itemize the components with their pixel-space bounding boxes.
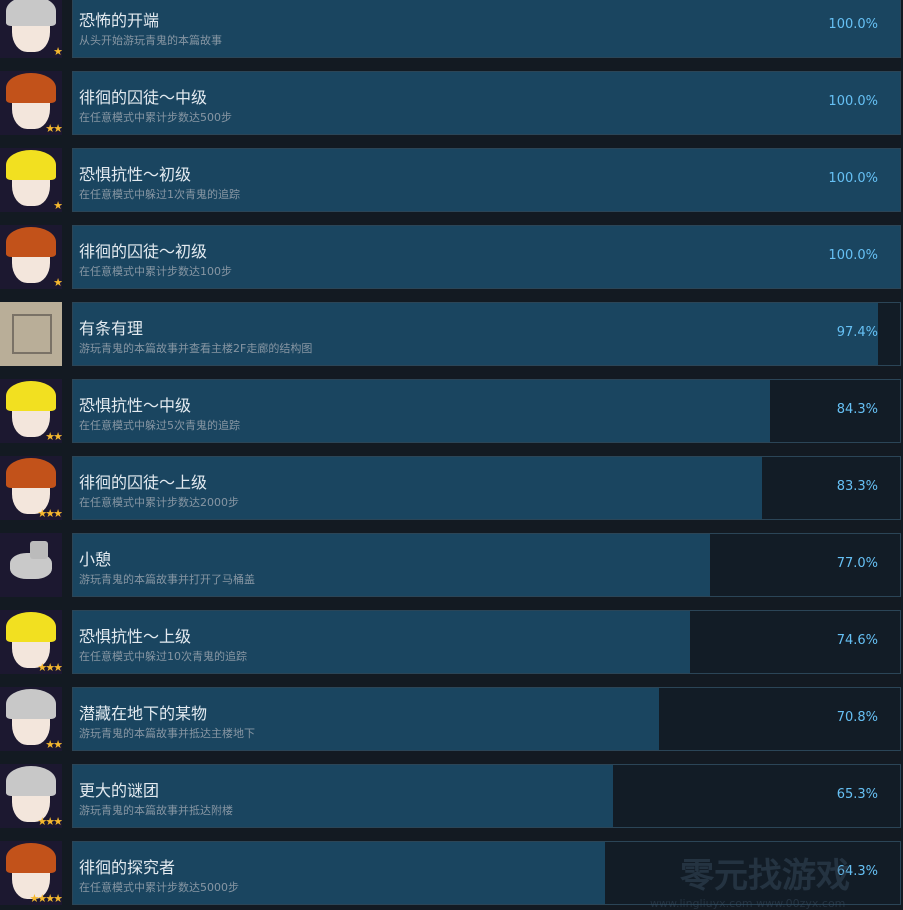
star-rating-icon: ★★ — [45, 122, 62, 135]
progress-bar: 更大的谜团 游玩青鬼的本篇故事并抵达附楼 65.3% — [72, 764, 901, 828]
achievement-row[interactable]: ★★★★ 徘徊的探究者 在任意模式中累计步数达5000步 64.3% — [0, 841, 903, 905]
progress-bar: 恐怖的开端 从头开始游玩青鬼的本篇故事 100.0% — [72, 0, 901, 58]
achievement-percent: 100.0% — [828, 17, 878, 32]
achievement-percent: 97.4% — [836, 325, 878, 340]
takeshi-portrait-icon: ★★★ — [0, 610, 62, 674]
takeshi-portrait-icon: ★ — [0, 148, 62, 212]
achievement-title: 徘徊的囚徒～中级 — [79, 88, 208, 107]
watermark-name: 零元找游戏 — [680, 856, 850, 896]
progress-bar: 有条有理 游玩青鬼的本篇故事并查看主楼2F走廊的结构图 97.4% — [72, 302, 901, 366]
takuro-portrait-icon: ★ — [0, 0, 62, 58]
achievement-description: 在任意模式中累计步数达100步 — [79, 265, 232, 278]
star-rating-icon: ★ — [53, 276, 62, 289]
achievement-description: 从头开始游玩青鬼的本篇故事 — [79, 34, 222, 47]
achievement-row[interactable]: ★★ 恐惧抗性～中级 在任意模式中躲过5次青鬼的追踪 84.3% — [0, 379, 903, 443]
achievement-description: 游玩青鬼的本篇故事并打开了马桶盖 — [79, 573, 255, 586]
star-rating-icon: ★★ — [45, 430, 62, 443]
mika-portrait-icon: ★★★ — [0, 456, 62, 520]
progress-bar: 小憩 游玩青鬼的本篇故事并打开了马桶盖 77.0% — [72, 533, 901, 597]
progress-bar: 徘徊的囚徒～上级 在任意模式中累计步数达2000步 83.3% — [72, 456, 901, 520]
achievement-title: 有条有理 — [79, 319, 144, 338]
achievement-title: 更大的谜团 — [79, 781, 160, 800]
takuro-portrait-icon: ★★ — [0, 687, 62, 751]
achievement-description: 游玩青鬼的本篇故事并查看主楼2F走廊的结构图 — [79, 342, 313, 355]
star-rating-icon: ★ — [53, 45, 62, 58]
progress-fill — [73, 688, 659, 750]
star-rating-icon: ★★★ — [37, 661, 62, 674]
progress-fill — [73, 534, 710, 596]
achievement-row[interactable]: 有条有理 游玩青鬼的本篇故事并查看主楼2F走廊的结构图 97.4% — [0, 302, 903, 366]
achievement-percent: 74.6% — [836, 633, 878, 648]
watermark-urls: www.lingliuyx.com www.00zyx.com — [650, 897, 846, 910]
progress-bar: 潜藏在地下的某物 游玩青鬼的本篇故事并抵达主楼地下 70.8% — [72, 687, 901, 751]
progress-bar: 恐惧抗性～上级 在任意模式中躲过10次青鬼的追踪 74.6% — [72, 610, 901, 674]
achievement-percent: 100.0% — [828, 248, 878, 263]
achievement-row[interactable]: ★★★ 恐惧抗性～上级 在任意模式中躲过10次青鬼的追踪 74.6% — [0, 610, 903, 674]
progress-fill — [73, 842, 605, 904]
achievement-title: 恐惧抗性～上级 — [79, 627, 192, 646]
achievement-title: 潜藏在地下的某物 — [79, 704, 208, 723]
floor-map-icon — [0, 302, 62, 366]
achievement-description: 在任意模式中累计步数达5000步 — [79, 881, 239, 894]
progress-bar: 徘徊的囚徒～中级 在任意模式中累计步数达500步 100.0% — [72, 71, 901, 135]
mika-portrait-icon: ★★ — [0, 71, 62, 135]
progress-fill — [73, 765, 614, 827]
takuro-portrait-icon: ★★★ — [0, 764, 62, 828]
progress-bar: 徘徊的囚徒～初级 在任意模式中累计步数达100步 100.0% — [72, 225, 901, 289]
achievement-description: 在任意模式中躲过5次青鬼的追踪 — [79, 419, 240, 432]
achievement-percent: 100.0% — [828, 94, 878, 109]
achievement-row[interactable]: ★ 恐怖的开端 从头开始游玩青鬼的本篇故事 100.0% — [0, 0, 903, 58]
progress-fill — [73, 611, 690, 673]
achievement-percent: 84.3% — [836, 402, 878, 417]
achievement-row[interactable]: ★★ 徘徊的囚徒～中级 在任意模式中累计步数达500步 100.0% — [0, 71, 903, 135]
achievement-row[interactable]: ★★ 潜藏在地下的某物 游玩青鬼的本篇故事并抵达主楼地下 70.8% — [0, 687, 903, 751]
progress-bar: 恐惧抗性～初级 在任意模式中躲过1次青鬼的追踪 100.0% — [72, 148, 901, 212]
mika-portrait-icon: ★ — [0, 225, 62, 289]
watermark: 零元找游戏 www.lingliuyx.com www.00zyx.com — [650, 848, 850, 910]
achievement-row[interactable]: ★★★ 徘徊的囚徒～上级 在任意模式中累计步数达2000步 83.3% — [0, 456, 903, 520]
achievement-percent: 70.8% — [836, 710, 878, 725]
star-rating-icon: ★★★ — [37, 507, 62, 520]
star-rating-icon: ★ — [53, 199, 62, 212]
achievement-title: 徘徊的囚徒～上级 — [79, 473, 208, 492]
achievement-description: 在任意模式中累计步数达500步 — [79, 111, 232, 124]
star-rating-icon: ★★★★ — [29, 892, 62, 905]
takeshi-portrait-icon: ★★ — [0, 379, 62, 443]
achievement-row[interactable]: ★★★ 更大的谜团 游玩青鬼的本篇故事并抵达附楼 65.3% — [0, 764, 903, 828]
mika-portrait-icon: ★★★★ — [0, 841, 62, 905]
achievement-title: 恐惧抗性～中级 — [79, 396, 192, 415]
achievement-title: 徘徊的探究者 — [79, 858, 176, 877]
achievement-title: 恐惧抗性～初级 — [79, 165, 192, 184]
toilet-icon — [0, 533, 62, 597]
achievement-row[interactable]: ★ 恐惧抗性～初级 在任意模式中躲过1次青鬼的追踪 100.0% — [0, 148, 903, 212]
progress-fill — [73, 380, 771, 442]
achievement-description: 游玩青鬼的本篇故事并抵达主楼地下 — [79, 727, 255, 740]
achievement-percent: 83.3% — [836, 479, 878, 494]
progress-fill — [73, 226, 900, 288]
star-rating-icon: ★★ — [45, 738, 62, 751]
progress-fill — [73, 303, 879, 365]
achievement-description: 在任意模式中躲过1次青鬼的追踪 — [79, 188, 240, 201]
achievement-title: 恐怖的开端 — [79, 11, 160, 30]
progress-fill — [73, 72, 900, 134]
achievement-row[interactable]: 小憩 游玩青鬼的本篇故事并打开了马桶盖 77.0% — [0, 533, 903, 597]
star-rating-icon: ★★★ — [37, 815, 62, 828]
achievement-percent: 77.0% — [836, 556, 878, 571]
progress-bar: 恐惧抗性～中级 在任意模式中躲过5次青鬼的追踪 84.3% — [72, 379, 901, 443]
achievement-description: 在任意模式中躲过10次青鬼的追踪 — [79, 650, 247, 663]
achievement-description: 在任意模式中累计步数达2000步 — [79, 496, 239, 509]
progress-bar: 徘徊的探究者 在任意模式中累计步数达5000步 64.3% — [72, 841, 901, 905]
achievement-percent: 65.3% — [836, 787, 878, 802]
achievement-description: 游玩青鬼的本篇故事并抵达附楼 — [79, 804, 233, 817]
achievement-percent: 64.3% — [836, 864, 878, 879]
progress-fill — [73, 457, 762, 519]
achievement-row[interactable]: ★ 徘徊的囚徒～初级 在任意模式中累计步数达100步 100.0% — [0, 225, 903, 289]
progress-fill — [73, 0, 900, 57]
achievement-percent: 100.0% — [828, 171, 878, 186]
achievement-title: 徘徊的囚徒～初级 — [79, 242, 208, 261]
progress-fill — [73, 149, 900, 211]
achievement-title: 小憩 — [79, 550, 112, 569]
